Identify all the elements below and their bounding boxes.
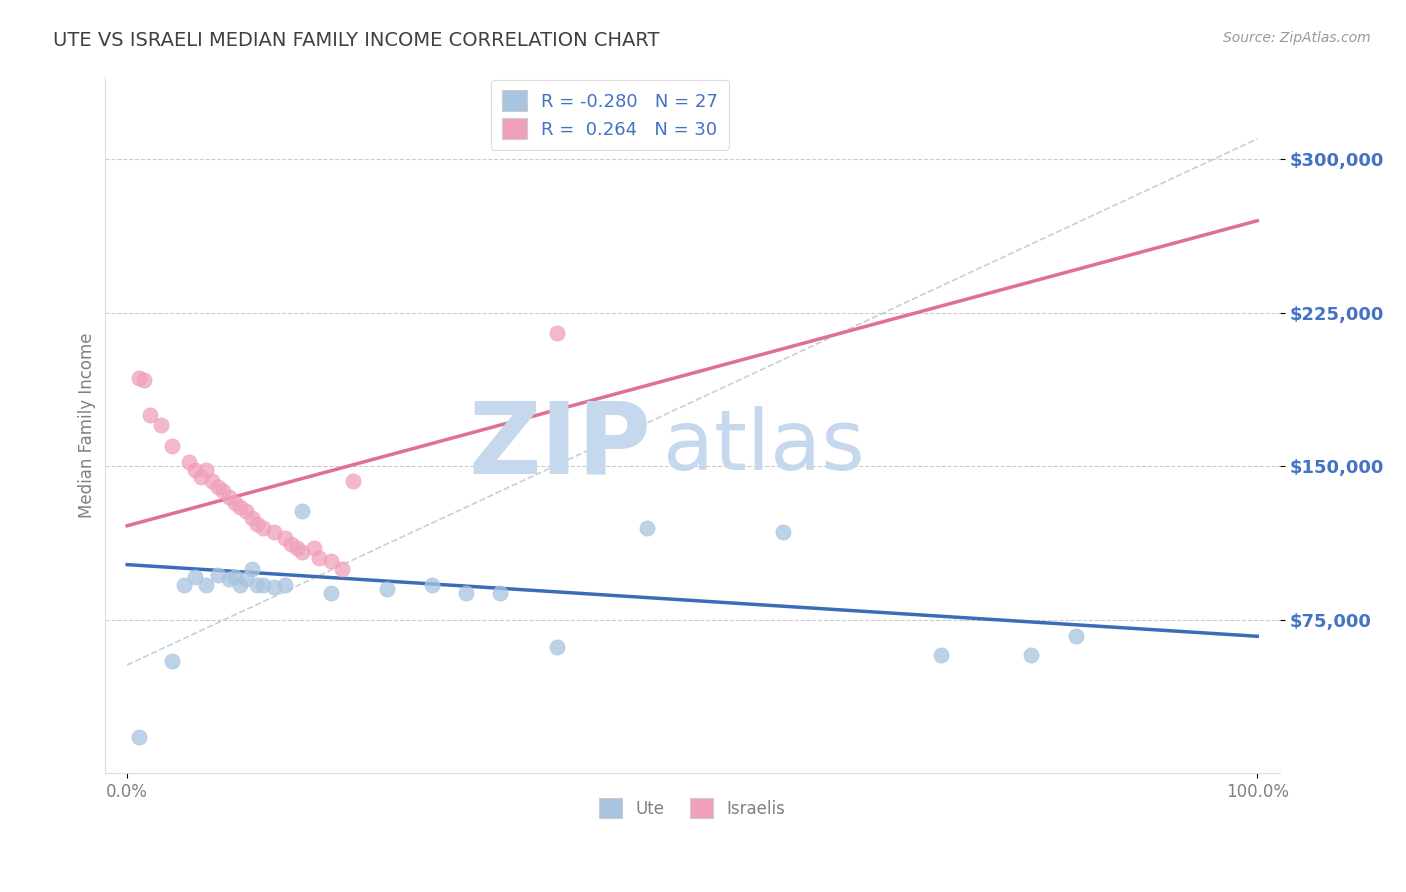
Point [772,524,794,539]
Point [240,510,263,524]
Point [173,578,195,592]
Point [139,408,162,422]
Point [224,496,246,510]
Text: UTE VS ISRAELI MEDIAN FAMILY INCOME CORRELATION CHART: UTE VS ISRAELI MEDIAN FAMILY INCOME CORR… [53,31,659,50]
Point [274,578,297,592]
Point [302,541,325,556]
Point [319,586,342,600]
Point [342,474,364,488]
Point [190,469,212,483]
Point [207,480,229,494]
Point [636,521,658,535]
Point [456,586,478,600]
Point [150,418,173,433]
Text: ZIP: ZIP [468,398,651,495]
Point [1066,629,1088,643]
Point [280,537,302,551]
Point [128,371,150,385]
Point [252,578,274,592]
Point [375,582,398,597]
Y-axis label: Median Family Income: Median Family Income [79,333,96,518]
Point [274,531,297,545]
Text: atlas: atlas [662,406,865,487]
Text: Source: ZipAtlas.com: Source: ZipAtlas.com [1223,31,1371,45]
Point [546,326,568,341]
Point [263,524,285,539]
Point [929,648,952,662]
Point [212,483,235,498]
Point [285,541,308,556]
Point [489,586,512,600]
Point [291,504,314,518]
Point [162,439,184,453]
Point [229,578,252,592]
Point [224,570,246,584]
Point [252,521,274,535]
Point [195,463,218,477]
Point [291,545,314,559]
Point [263,580,285,594]
Point [1019,648,1042,662]
Point [218,490,240,504]
Point [128,730,150,744]
Point [195,578,218,592]
Point [235,572,257,586]
Point [207,567,229,582]
Legend: Ute, Israelis: Ute, Israelis [592,792,792,824]
Point [179,455,201,469]
Point [184,463,207,477]
Point [235,504,257,518]
Point [229,500,252,515]
Point [246,516,269,531]
Point [201,474,224,488]
Point [218,572,240,586]
Point [162,654,184,668]
Point [546,640,568,654]
Point [330,562,353,576]
Point [319,553,342,567]
Point [134,373,156,387]
Point [420,578,443,592]
Point [246,578,269,592]
Point [240,562,263,576]
Point [184,570,207,584]
Point [308,551,330,566]
